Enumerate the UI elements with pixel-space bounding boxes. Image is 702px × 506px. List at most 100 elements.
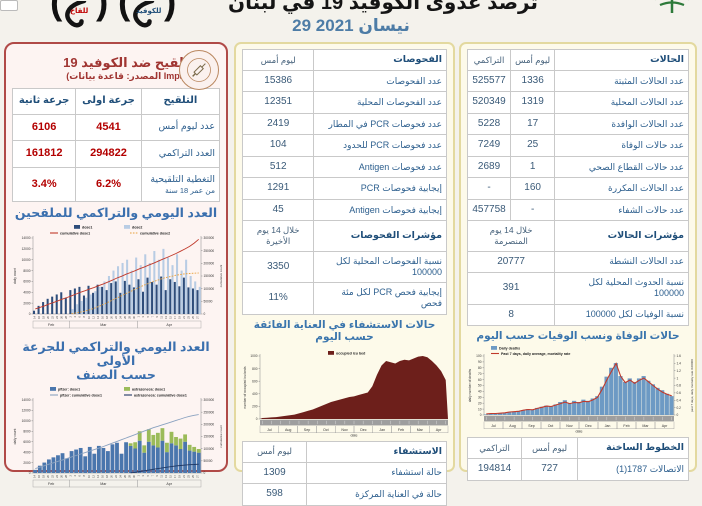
svg-text:100000: 100000 xyxy=(204,447,215,451)
vax-chart2-title: العدد اليومي والتراكمي للجرعة الأولى حسب… xyxy=(12,340,220,383)
svg-text:Sep: Sep xyxy=(528,424,534,428)
table-row: حالة في العناية المركزة 598 xyxy=(241,483,447,506)
svg-text:50: 50 xyxy=(478,384,482,388)
svg-text:150000: 150000 xyxy=(204,274,215,278)
value: 11% xyxy=(241,282,315,315)
svg-text:50000: 50000 xyxy=(204,299,213,303)
svg-text:800: 800 xyxy=(252,367,258,371)
svg-text:25: 25 xyxy=(191,315,195,318)
value: 12351 xyxy=(241,91,315,114)
svg-text:0: 0 xyxy=(256,417,258,421)
svg-text:cumulative count: cumulative count xyxy=(219,425,223,448)
svg-text:0.4: 0.4 xyxy=(677,399,682,403)
svg-text:past 7 days, daily mortality r: past 7 days, daily mortality rate /10000… xyxy=(690,359,694,412)
cumulative-value: 5228 xyxy=(466,112,512,136)
svg-text:250000: 250000 xyxy=(204,410,215,414)
vaccination-panel: التلقيح ضد الكوفيد 19 (المصدر: قاعدة بيا… xyxy=(4,42,228,487)
svg-text:Oct: Oct xyxy=(323,428,329,432)
svg-text:18: 18 xyxy=(105,474,109,477)
vaccination-table: التلقيح جرعة اولى جرعة ثانية عدد ليوم أمس 45… xyxy=(11,88,221,203)
row-label: الاتصالات 1787(1) xyxy=(577,458,689,481)
svg-text:14: 14 xyxy=(96,474,100,477)
vaccination-daily-cumulative-chart: 0 2000 4000 6000 8000 10000 12000 14000 0 50000 10… xyxy=(13,224,223,328)
column-header: التراكمي xyxy=(466,49,512,71)
svg-text:20: 20 xyxy=(46,315,50,318)
svg-text:9: 9 xyxy=(155,315,159,317)
table-row: الفحوصات ليوم أمس xyxy=(241,49,447,71)
svg-text:600: 600 xyxy=(252,379,258,383)
cumulative-value: 520349 xyxy=(466,91,512,114)
column-header: ليوم أمس xyxy=(510,49,556,71)
svg-text:5: 5 xyxy=(146,474,150,476)
cell-subtext: من عمر 18 سنة xyxy=(165,185,215,195)
svg-text:26: 26 xyxy=(60,315,64,318)
svg-text:Daily deaths: Daily deaths xyxy=(499,346,520,350)
svg-text:28: 28 xyxy=(64,474,68,477)
svg-text:13: 13 xyxy=(164,315,168,318)
svg-text:Oct: Oct xyxy=(548,424,554,428)
yesterday-value: 160 xyxy=(510,177,556,200)
svg-text:dose1: dose1 xyxy=(82,225,92,229)
svg-text:22: 22 xyxy=(50,315,54,318)
svg-text:21: 21 xyxy=(182,315,186,318)
svg-text:7: 7 xyxy=(150,315,154,317)
svg-text:cumulative count: cumulative count xyxy=(219,264,223,287)
svg-text:daily count: daily count xyxy=(13,428,17,444)
svg-text:80: 80 xyxy=(478,366,482,370)
svg-text:200: 200 xyxy=(252,404,258,408)
row-label: إيجابية فحوصات PCR xyxy=(313,177,447,200)
icu-occupancy-chart: 0 200 400 600 800 1000 Jul Aug Sep Oct Nov Dec Jan Fe… xyxy=(243,350,449,437)
row-label: نسبة الحدوث المحلية لكل 100000 xyxy=(554,272,689,305)
svg-text:Jul: Jul xyxy=(491,424,496,428)
svg-text:1.6: 1.6 xyxy=(677,354,682,358)
icu-chart-title: حالات الاستشفاء في العناية الفائقة حسب ا… xyxy=(253,318,436,343)
cases-panel: الحالات ليوم أمس التراكمي عدد الحالات المثب… xyxy=(459,42,697,481)
row-label: عدد ليوم أمس xyxy=(140,113,221,142)
value: 45 xyxy=(241,198,315,222)
svg-text:Mar: Mar xyxy=(100,482,107,486)
value: 3350 xyxy=(241,250,315,284)
svg-text:daily number of deaths: daily number of deaths xyxy=(468,369,472,403)
svg-text:30: 30 xyxy=(478,396,482,400)
svg-text:3: 3 xyxy=(141,315,145,317)
cumulative-value: 2689 xyxy=(466,155,512,179)
svg-text:300000: 300000 xyxy=(204,236,215,240)
vaccination-by-brand-chart: 0 2000 4000 6000 8000 10000 12000 14000 0 50000 10… xyxy=(13,386,223,487)
tests-table: الفحوصات ليوم أمس عدد الفحوصات 15386 عدد الف… xyxy=(241,49,447,315)
svg-text:6: 6 xyxy=(78,315,82,317)
svg-text:1: 1 xyxy=(137,474,141,476)
svg-text:0: 0 xyxy=(677,413,679,417)
value: 20777 xyxy=(466,250,556,274)
yesterday-value: - xyxy=(510,198,556,222)
svg-text:18: 18 xyxy=(41,474,45,477)
svg-text:Mar: Mar xyxy=(642,424,649,428)
svg-text:12000: 12000 xyxy=(22,408,31,412)
column-header: ليوم أمس xyxy=(241,49,315,71)
row-label: عدد الفحوصات المحلية xyxy=(313,91,447,114)
svg-text:50000: 50000 xyxy=(204,459,213,463)
svg-text:4000: 4000 xyxy=(23,290,30,294)
paren-icon: ) xyxy=(96,0,109,22)
cases-table: الحالات ليوم أمس التراكمي عدد الحالات المثب… xyxy=(466,49,689,327)
svg-text:26: 26 xyxy=(60,474,64,477)
svg-text:8: 8 xyxy=(82,315,86,317)
row-label: عدد حالات الوفاة xyxy=(554,134,689,157)
column-header: خلال 14 يوم الأخيرة xyxy=(241,220,315,252)
svg-text:14: 14 xyxy=(32,315,36,318)
paren-icon: ( xyxy=(50,0,63,22)
svg-text:100: 100 xyxy=(476,354,482,358)
row-label: عدد فحوصات PCR للحدود xyxy=(313,134,447,157)
row-label: نسبة الوفيات لكل 100000 xyxy=(554,303,689,327)
vax-chart1-title: العدد اليومي والتراكمي للملقحين xyxy=(14,206,218,221)
svg-text:11: 11 xyxy=(159,474,163,477)
phone-headset-icon xyxy=(133,1,155,28)
svg-text:22: 22 xyxy=(114,315,118,318)
table-row: عدد الحالات المحلية 1319 520349 xyxy=(466,91,689,114)
svg-text:Feb: Feb xyxy=(48,482,54,486)
table-row: عدد فحوصات PCR للحدود 104 xyxy=(241,134,447,157)
table-row: مؤشرات الحالات خلال 14 يوم المنصرمة xyxy=(466,220,689,252)
row-label: عدد الحالات الوافدة xyxy=(554,112,689,136)
table-row: عدد ليوم أمس 4541 6106 xyxy=(11,113,221,142)
value: 8 xyxy=(466,303,556,327)
